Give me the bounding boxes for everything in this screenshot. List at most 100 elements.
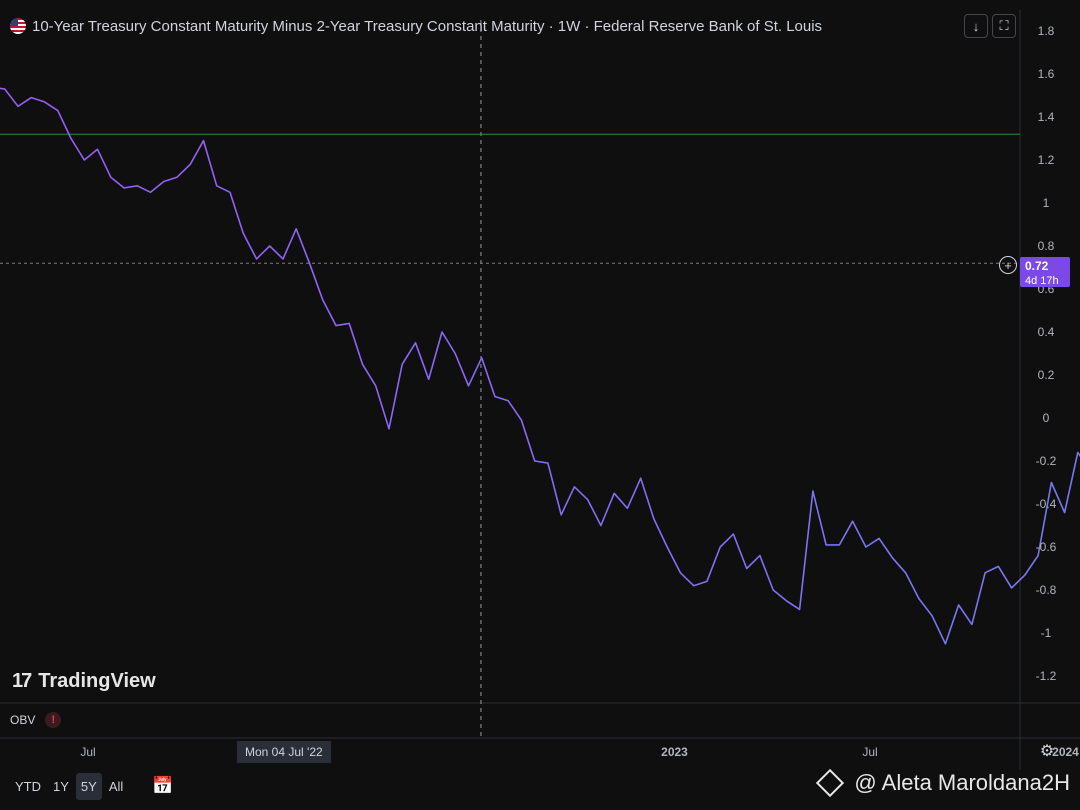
- add-alert-icon[interactable]: +: [999, 256, 1017, 274]
- chart-title: 10-Year Treasury Constant Maturity Minus…: [10, 14, 822, 38]
- data-point: [494, 396, 496, 398]
- data-point: [256, 258, 258, 260]
- data-point: [680, 572, 682, 574]
- x-tick-label: Jul: [862, 745, 877, 759]
- data-point: [454, 353, 456, 355]
- data-point: [587, 499, 589, 501]
- data-point: [203, 140, 205, 142]
- data-point: [17, 106, 19, 108]
- data-point: [428, 379, 430, 381]
- data-point: [958, 604, 960, 606]
- indicator-name: OBV: [10, 713, 36, 727]
- data-point: [362, 364, 364, 366]
- obv-indicator-pane[interactable]: OBV !: [10, 712, 62, 728]
- data-point: [242, 232, 244, 234]
- x-tick-label: 2023: [661, 745, 688, 759]
- data-point: [163, 181, 165, 183]
- y-tick-label: 1.2: [1038, 153, 1055, 167]
- data-point: [534, 460, 536, 462]
- data-point: [295, 228, 297, 230]
- chart-title-text: 10-Year Treasury Constant Maturity Minus…: [32, 17, 823, 35]
- tradingview-logo[interactable]: 17 TradingView: [12, 670, 156, 693]
- y-tick-label: 0.4: [1038, 325, 1055, 339]
- period-all-button[interactable]: All: [108, 778, 124, 794]
- data-point: [613, 493, 615, 495]
- data-point: [786, 600, 788, 602]
- y-tick-label: 1.6: [1038, 67, 1055, 81]
- data-point: [998, 566, 1000, 568]
- data-point: [309, 262, 311, 264]
- data-point: [733, 533, 735, 535]
- data-point: [57, 110, 59, 112]
- data-point: [759, 555, 761, 557]
- y-tick-label: 0.8: [1038, 239, 1055, 253]
- y-tick-label: -1.2: [1036, 669, 1057, 683]
- fullscreen-icon: ⛶: [999, 18, 1009, 33]
- data-point: [150, 192, 152, 194]
- us-flag-icon: [10, 18, 26, 34]
- data-point: [852, 520, 854, 522]
- data-point: [600, 525, 602, 527]
- data-point: [1064, 512, 1066, 514]
- download-button[interactable]: ↓: [964, 14, 988, 38]
- bar-countdown: 4d 17h: [1025, 275, 1059, 287]
- data-point: [812, 490, 814, 492]
- period-selector: YTD 1Y 5Y All 📅: [0, 770, 1080, 802]
- data-point: [375, 385, 377, 387]
- data-point: [971, 624, 973, 626]
- data-point: [945, 643, 947, 645]
- data-point: [799, 609, 801, 611]
- crosshair-date-label: Mon 04 Jul '22: [237, 741, 331, 763]
- fullscreen-button[interactable]: ⛶: [992, 14, 1016, 38]
- period-ytd-button[interactable]: YTD: [15, 778, 41, 794]
- x-tick-label: Jul: [80, 745, 95, 759]
- watermark: @ Aleta Maroldana2H: [816, 768, 1070, 798]
- data-point: [627, 508, 629, 510]
- period-5y-button[interactable]: 5Y: [75, 772, 102, 800]
- data-point: [746, 568, 748, 570]
- data-point: [123, 187, 125, 189]
- data-point: [84, 159, 86, 161]
- binance-logo-icon: [816, 768, 845, 798]
- data-point: [653, 518, 655, 520]
- data-point: [547, 462, 549, 464]
- data-point: [693, 585, 695, 587]
- data-point: [137, 185, 139, 187]
- last-price-value: 0.72: [1025, 259, 1049, 273]
- data-point: [706, 581, 708, 583]
- data-point: [905, 572, 907, 574]
- data-point: [892, 557, 894, 559]
- data-point: [666, 546, 668, 548]
- data-point: [865, 546, 867, 548]
- data-point: [1011, 587, 1013, 589]
- watermark-text: @ Aleta Maroldana2H: [854, 770, 1070, 795]
- data-point: [931, 615, 933, 617]
- data-point: [335, 325, 337, 327]
- data-point: [918, 598, 920, 600]
- data-point: [415, 342, 417, 344]
- data-point: [190, 164, 192, 166]
- data-point: [1077, 452, 1079, 454]
- y-tick-label: -0.4: [1036, 497, 1057, 511]
- y-tick-label: 1.4: [1038, 110, 1055, 124]
- data-point: [401, 364, 403, 366]
- spread-series-line: [0, 87, 1080, 645]
- settings-icon[interactable]: ⚙: [1039, 743, 1055, 760]
- data-point: [348, 323, 350, 325]
- warning-icon[interactable]: !: [45, 712, 62, 728]
- y-tick-label: 1: [1043, 196, 1050, 210]
- data-point: [388, 428, 390, 430]
- y-tick-label: 0: [1043, 411, 1050, 425]
- calendar-icon[interactable]: 📅: [152, 776, 174, 795]
- data-point: [70, 138, 72, 140]
- download-icon: ↓: [972, 18, 980, 34]
- data-point: [481, 357, 483, 359]
- period-1y-button[interactable]: 1Y: [53, 778, 69, 794]
- data-point: [468, 385, 470, 387]
- data-point: [719, 546, 721, 548]
- data-point: [772, 589, 774, 591]
- y-tick-label: -0.6: [1036, 540, 1057, 554]
- tradingview-mark-icon: 17: [12, 670, 32, 692]
- data-point: [97, 149, 99, 151]
